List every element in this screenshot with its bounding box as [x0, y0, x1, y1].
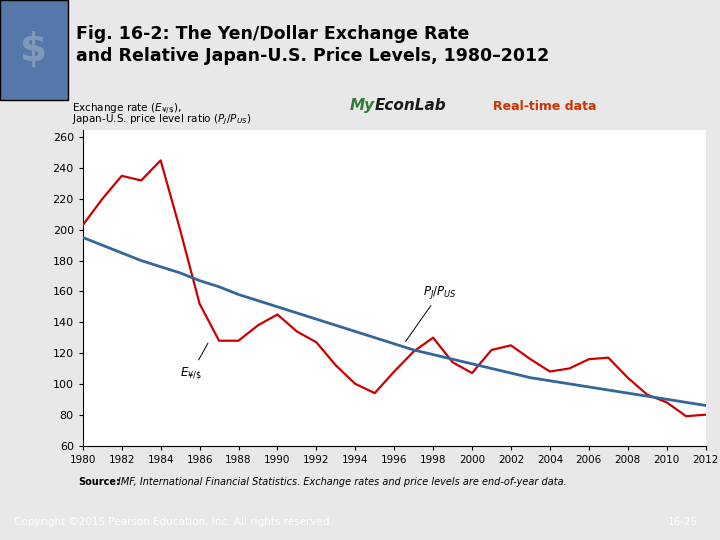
Text: 16-25: 16-25 [668, 517, 698, 528]
Text: Fig. 16-2: The Yen/Dollar Exchange Rate
and Relative Japan-U.S. Price Levels, 19: Fig. 16-2: The Yen/Dollar Exchange Rate … [76, 24, 549, 65]
Text: $E_{¥/\$}$: $E_{¥/\$}$ [180, 343, 208, 382]
Text: Copyright ©2015 Pearson Education, Inc. All rights reserved.: Copyright ©2015 Pearson Education, Inc. … [14, 517, 333, 528]
Text: Real-time data: Real-time data [493, 100, 597, 113]
Text: $: $ [20, 31, 48, 69]
Text: EconLab: EconLab [374, 98, 446, 113]
Text: $P_J/P_{US}$: $P_J/P_{US}$ [405, 284, 457, 341]
Text: IMF, International Financial Statistics. Exchange rates and price levels are end: IMF, International Financial Statistics.… [117, 477, 567, 487]
Text: Japan-U.S. price level ratio ($P_J/P_{US}$): Japan-U.S. price level ratio ($P_J/P_{US… [72, 112, 251, 127]
Text: My: My [349, 98, 374, 113]
Text: Source:: Source: [78, 477, 120, 487]
Text: Exchange rate ($E_{¥/\$}$),: Exchange rate ($E_{¥/\$}$), [72, 102, 181, 116]
FancyBboxPatch shape [0, 0, 68, 100]
